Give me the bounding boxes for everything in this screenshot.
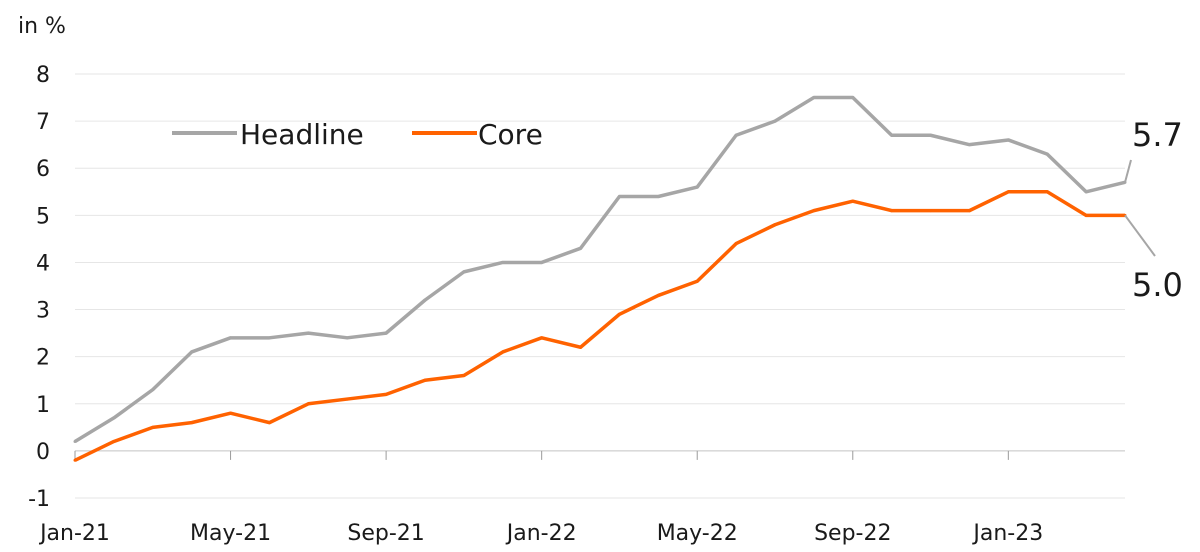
data-point-headline — [656, 194, 660, 198]
data-point-headline — [345, 336, 349, 340]
legend-label-core: Core — [478, 118, 543, 151]
y-tick-label: 3 — [36, 299, 50, 324]
y-tick-label: 6 — [36, 157, 50, 182]
gridlines — [75, 73, 1125, 499]
data-point-headline — [1006, 138, 1010, 142]
data-point-core — [929, 209, 933, 213]
data-point-headline — [423, 298, 427, 302]
series-line-core — [74, 190, 1125, 462]
data-point-headline — [462, 270, 466, 274]
y-tick-label: -1 — [28, 487, 50, 512]
leader-line-headline — [1124, 159, 1132, 183]
x-axis-ticks: Jan-21 May-21 Sep-21 Jan-22 May-22 Sep-22 Jan-… — [38, 450, 1043, 546]
end-label-headline: 5.7 — [1132, 116, 1183, 154]
data-point-core — [112, 439, 116, 443]
data-point-core — [967, 209, 971, 213]
x-tick-label: Jan-23 — [971, 521, 1043, 546]
y-tick-label: 5 — [36, 204, 50, 229]
data-point-headline — [384, 331, 388, 335]
data-point-core — [267, 421, 271, 425]
data-point-core — [695, 279, 699, 283]
data-point-headline — [579, 246, 583, 250]
data-point-headline — [695, 185, 699, 189]
series-lines — [73, 95, 1127, 462]
x-tick-label: Jan-22 — [505, 521, 577, 546]
y-axis-ticks: 8 7 6 5 4 3 2 1 0 -1 — [28, 63, 50, 512]
data-point-headline — [890, 133, 894, 137]
data-point-headline — [112, 416, 116, 420]
data-point-headline — [229, 336, 233, 340]
data-point-core — [851, 199, 855, 203]
data-point-headline — [540, 260, 544, 264]
x-tick-label: Sep-21 — [347, 521, 424, 546]
data-point-headline — [851, 96, 855, 100]
x-tick-label: Jan-21 — [38, 521, 110, 546]
y-tick-label: 1 — [36, 393, 50, 418]
y-tick-label: 4 — [36, 251, 50, 276]
data-point-core — [1045, 190, 1049, 194]
x-tick-label: May-22 — [657, 521, 738, 546]
data-point-headline — [812, 96, 816, 100]
y-tick-label: 7 — [36, 110, 50, 135]
series-line-headline — [74, 95, 1126, 443]
data-point-core — [656, 293, 660, 297]
data-point-core — [1084, 213, 1088, 217]
data-point-core — [579, 345, 583, 349]
data-point-core — [229, 411, 233, 415]
data-point-core — [190, 421, 194, 425]
data-point-headline — [501, 260, 505, 264]
data-point-core — [773, 223, 777, 227]
data-point-core — [423, 378, 427, 382]
y-tick-label: 2 — [36, 346, 50, 371]
legend: Headline Core — [172, 118, 543, 151]
data-point-headline — [1045, 152, 1049, 156]
y-tick-label: 8 — [36, 63, 50, 88]
data-point-headline — [617, 194, 621, 198]
data-point-core — [540, 336, 544, 340]
data-point-headline — [1084, 190, 1088, 194]
data-point-core — [890, 209, 894, 213]
data-point-headline — [967, 143, 971, 147]
data-point-headline — [151, 388, 155, 392]
x-tick-label: May-21 — [190, 521, 271, 546]
data-point-headline — [267, 336, 271, 340]
data-point-headline — [773, 119, 777, 123]
data-point-core — [501, 350, 505, 354]
x-tick-label: Sep-22 — [814, 521, 891, 546]
data-point-core — [734, 242, 738, 246]
data-point-core — [73, 458, 77, 462]
data-point-headline — [734, 133, 738, 137]
data-point-core — [151, 425, 155, 429]
legend-label-headline: Headline — [240, 118, 364, 151]
end-labels: 5.7 5.0 — [1124, 116, 1183, 304]
data-point-headline — [190, 350, 194, 354]
data-point-core — [384, 392, 388, 396]
data-point-core — [812, 209, 816, 213]
y-tick-label: 0 — [36, 440, 50, 465]
data-point-headline — [306, 331, 310, 335]
data-point-headline — [929, 133, 933, 137]
end-label-core: 5.0 — [1132, 266, 1183, 304]
data-point-core — [345, 397, 349, 401]
y-axis-unit-label: in % — [18, 14, 66, 39]
leader-line-core — [1124, 214, 1156, 257]
data-point-core — [306, 402, 310, 406]
data-point-core — [617, 312, 621, 316]
data-point-core — [1006, 190, 1010, 194]
data-point-headline — [73, 439, 77, 443]
data-point-core — [462, 374, 466, 378]
